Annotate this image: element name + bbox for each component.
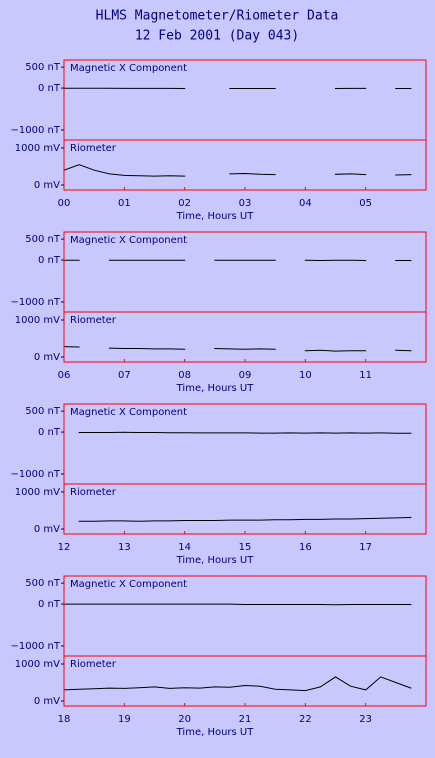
y-tick-label: −1000 nT xyxy=(11,641,61,652)
x-tick-label: 15 xyxy=(239,542,252,553)
y-tick-label: −1000 nT xyxy=(11,297,61,308)
x-tick-label: 07 xyxy=(118,370,131,381)
x-tick-label: 14 xyxy=(178,542,191,553)
x-tick-label: 09 xyxy=(239,370,252,381)
x-tick-label: 00 xyxy=(58,198,71,209)
y-tick-label: −1000 nT xyxy=(11,125,61,136)
x-tick-label: 23 xyxy=(359,714,372,725)
y-tick-label: 500 nT xyxy=(25,578,61,589)
plot-frame xyxy=(63,139,427,191)
y-tick-label: 1000 mV xyxy=(15,315,60,326)
data-line xyxy=(63,603,412,606)
y-tick-label: 0 nT xyxy=(38,83,61,94)
x-axis-label: Time, Hours UT xyxy=(176,211,255,222)
x-tick-label: 19 xyxy=(118,714,131,725)
panel-label: Riometer xyxy=(70,659,117,670)
x-tick-label: 08 xyxy=(178,370,191,381)
x-tick-label: 12 xyxy=(58,542,71,553)
x-tick-label: 04 xyxy=(299,198,312,209)
y-tick-label: 0 nT xyxy=(38,599,61,610)
y-tick-label: 1000 mV xyxy=(15,143,60,154)
x-tick-label: 01 xyxy=(118,198,131,209)
data-line xyxy=(78,431,412,434)
plot-frame xyxy=(63,483,427,535)
y-tick-label: 500 nT xyxy=(25,406,61,417)
plot-frame xyxy=(63,655,427,707)
x-axis-label: Time, Hours UT xyxy=(176,383,255,394)
page-title: HLMS Magnetometer/Riometer Data xyxy=(96,9,339,24)
x-tick-label: 11 xyxy=(359,370,372,381)
y-tick-label: 0 mV xyxy=(34,696,60,707)
data-line xyxy=(63,164,412,177)
panel-label: Magnetic X Component xyxy=(70,235,187,246)
data-line xyxy=(63,676,412,692)
panel-label: Magnetic X Component xyxy=(70,407,187,418)
x-tick-label: 06 xyxy=(58,370,71,381)
x-tick-label: 18 xyxy=(58,714,71,725)
plot-frame xyxy=(63,311,427,363)
x-tick-label: 17 xyxy=(359,542,372,553)
x-tick-label: 03 xyxy=(239,198,252,209)
y-tick-label: 0 mV xyxy=(34,352,60,363)
y-tick-label: 1000 mV xyxy=(15,487,60,498)
page-subtitle: 12 Feb 2001 (Day 043) xyxy=(135,29,299,44)
y-tick-label: 0 nT xyxy=(38,427,61,438)
panel-label: Riometer xyxy=(70,315,117,326)
y-tick-label: −1000 nT xyxy=(11,469,61,480)
x-tick-label: 10 xyxy=(299,370,312,381)
y-tick-label: 0 mV xyxy=(34,524,60,535)
x-tick-label: 20 xyxy=(178,714,191,725)
x-tick-label: 16 xyxy=(299,542,312,553)
x-tick-label: 22 xyxy=(299,714,312,725)
x-tick-label: 02 xyxy=(178,198,191,209)
y-tick-label: 500 nT xyxy=(25,62,61,73)
y-tick-label: 0 mV xyxy=(34,180,60,191)
panel-label: Magnetic X Component xyxy=(70,579,187,590)
y-tick-label: 500 nT xyxy=(25,234,61,245)
x-axis-label: Time, Hours UT xyxy=(176,555,255,566)
data-line xyxy=(78,516,412,522)
x-tick-label: 21 xyxy=(239,714,252,725)
panel-label: Riometer xyxy=(70,143,117,154)
x-tick-label: 05 xyxy=(359,198,372,209)
x-tick-label: 13 xyxy=(118,542,131,553)
data-line xyxy=(63,346,412,352)
y-tick-label: 0 nT xyxy=(38,255,61,266)
y-tick-label: 1000 mV xyxy=(15,659,60,670)
panel-label: Riometer xyxy=(70,487,117,498)
panel-label: Magnetic X Component xyxy=(70,63,187,74)
x-axis-label: Time, Hours UT xyxy=(176,727,255,738)
